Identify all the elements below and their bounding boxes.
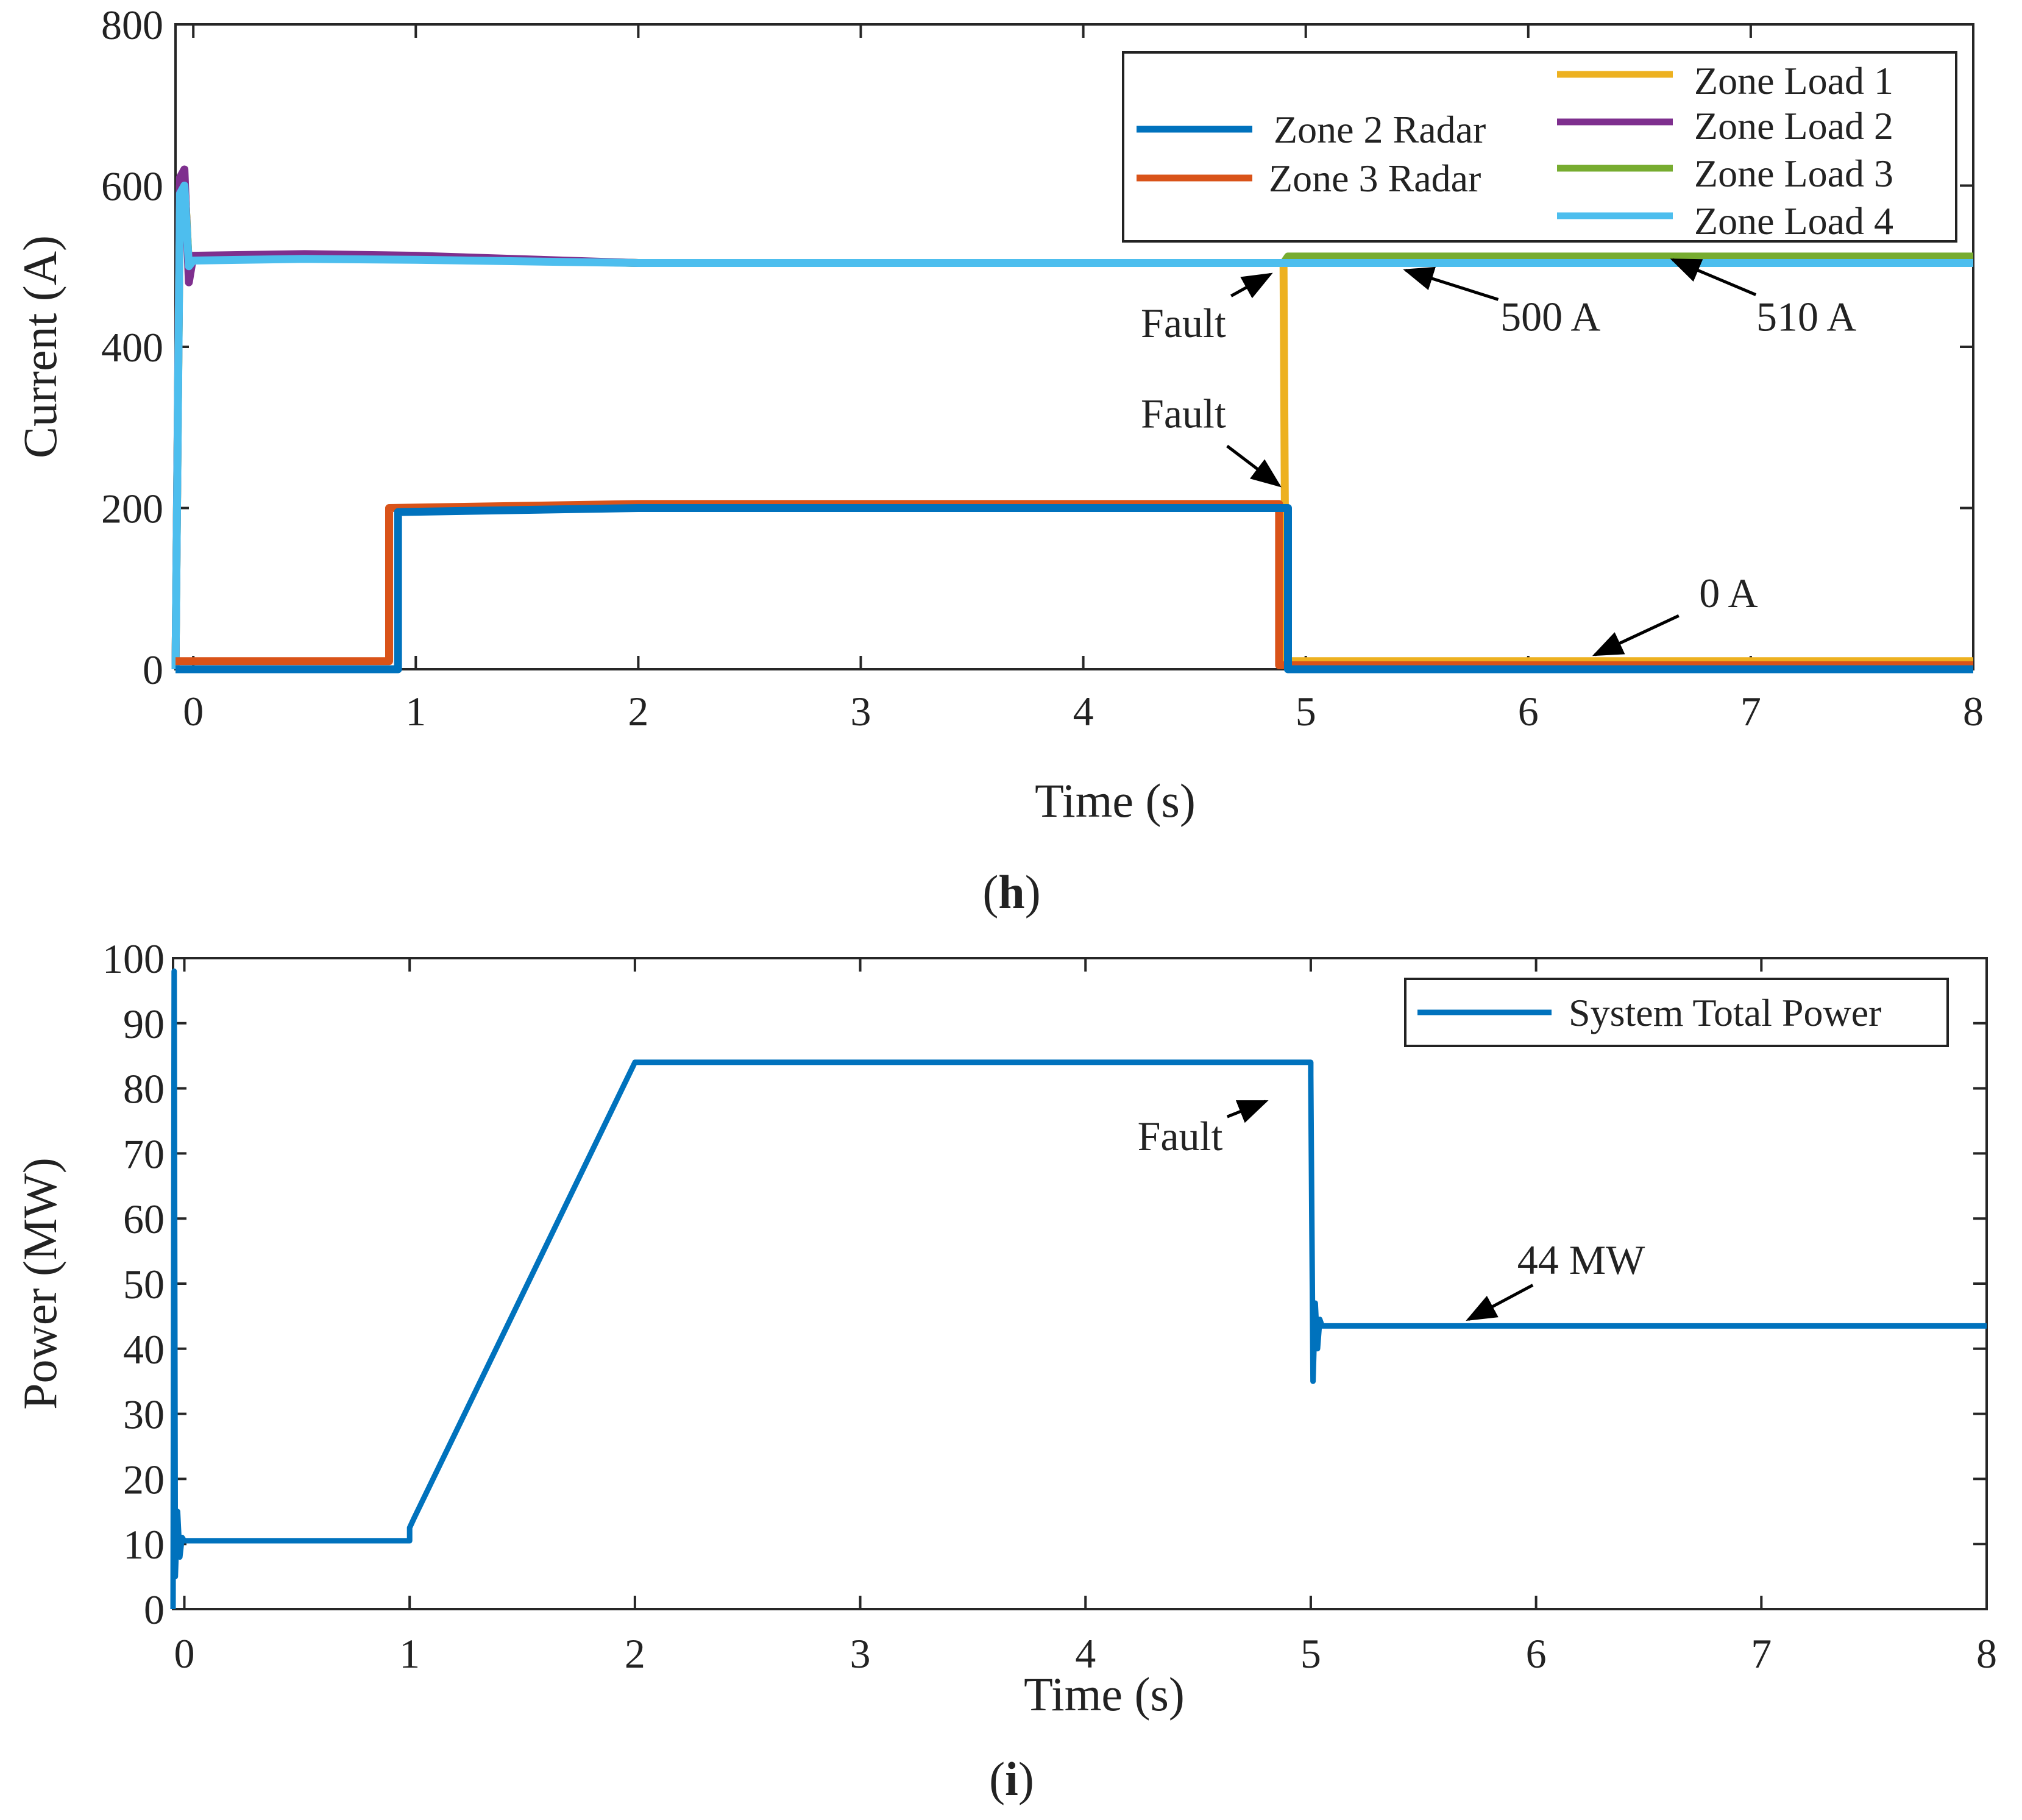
series-line-system-total-power <box>170 968 1987 1610</box>
annotation-arrow-500-a <box>1403 266 1499 301</box>
chart-h-legend: Zone 2 Radar Zone 3 Radar Zone Load 1 Zo… <box>1122 51 1957 243</box>
x-tick-label: 4 <box>1073 688 1094 734</box>
series-line-zone-3-radar <box>176 500 1973 669</box>
series-line-zone-2-radar <box>176 504 1973 674</box>
y-tick-label: 50 <box>123 1261 165 1307</box>
y-tick-label: 100 <box>102 936 165 982</box>
annotation-label-fault: Fault <box>1138 1113 1223 1159</box>
annotation-arrow-fault <box>1226 1100 1269 1123</box>
annotation-arrow-fault <box>1226 444 1282 488</box>
chart-i-legend: System Total Power <box>1404 978 1949 1047</box>
annotation-arrow-510-a <box>1670 258 1757 296</box>
annotation-arrow-0-a <box>1592 614 1680 656</box>
y-tick-label: 800 <box>101 2 163 48</box>
chart-i-xlabel: Time (s) <box>1024 1668 1185 1721</box>
chart-i-caption: (i) <box>989 1752 1034 1805</box>
y-tick-label: 600 <box>101 163 163 210</box>
y-tick-label: 400 <box>101 324 163 371</box>
x-tick-label: 2 <box>628 688 648 734</box>
x-tick-label: 0 <box>183 688 204 734</box>
y-tick-label: 80 <box>123 1066 165 1112</box>
y-tick-label: 40 <box>123 1326 165 1373</box>
x-tick-label: 1 <box>399 1630 420 1677</box>
x-tick-label: 1 <box>405 688 426 734</box>
annotation-label-fault: Fault <box>1141 300 1226 346</box>
annotation-arrow-fault <box>1230 272 1273 299</box>
x-tick-label: 6 <box>1518 688 1539 734</box>
legend-label-system-total-power: System Total Power <box>1569 991 1881 1034</box>
chart-h-ylabel: Current (A) <box>13 235 66 458</box>
legend-label-zone-load-3: Zone Load 3 <box>1694 152 1893 195</box>
x-tick-label: 5 <box>1300 1630 1321 1677</box>
y-tick-label: 200 <box>101 486 163 532</box>
y-tick-label: 30 <box>123 1392 165 1438</box>
chart-i-annotations: Fault 44 MW <box>1138 1100 1645 1321</box>
y-tick-label: 20 <box>123 1456 165 1502</box>
y-tick-label: 70 <box>123 1131 165 1177</box>
x-tick-label: 5 <box>1296 688 1316 734</box>
x-tick-label: 3 <box>850 1630 871 1677</box>
legend-label-zone-load-4: Zone Load 4 <box>1694 199 1893 243</box>
chart-h-xlabel: Time (s) <box>1035 774 1196 827</box>
x-tick-label: 0 <box>174 1630 194 1677</box>
x-tick-label: 7 <box>1751 1630 1772 1677</box>
x-tick-label: 8 <box>1976 1630 1997 1677</box>
annotation-arrow-44-mw <box>1466 1284 1534 1321</box>
chart-h-series <box>171 165 1973 674</box>
legend-label-zone-2-radar: Zone 2 Radar <box>1274 108 1486 151</box>
annotation-label-0-a: 0 A <box>1699 570 1758 616</box>
chart-h-legend-box <box>1122 51 1957 243</box>
series-line-zone-load-4 <box>171 182 1973 670</box>
y-tick-label: 60 <box>123 1196 165 1242</box>
annotation-label-44-mw: 44 MW <box>1517 1237 1645 1283</box>
x-tick-label: 6 <box>1526 1630 1547 1677</box>
legend-label-zone-load-1: Zone Load 1 <box>1694 59 1893 102</box>
annotation-label-fault: Fault <box>1141 390 1226 436</box>
legend-label-zone-3-radar: Zone 3 Radar <box>1269 157 1481 200</box>
chart-h-ticks: 0 1 2 3 4 5 6 7 8 0 200 400 600 800 <box>101 2 1984 734</box>
chart-h-annotations: Fault Fault 500 A 510 A 0 A <box>1141 258 1856 656</box>
y-tick-label: 90 <box>123 1001 165 1047</box>
y-tick-label: 0 <box>143 647 163 693</box>
chart-i-plot-area <box>172 957 1988 1610</box>
x-tick-label: 8 <box>1963 688 1984 734</box>
chart-h: 0 1 2 3 4 5 6 7 8 0 200 400 600 800 Fault Fault 500 A 51… <box>13 2 1984 919</box>
annotation-label-500-a: 500 A <box>1500 294 1600 340</box>
legend-label-zone-load-2: Zone Load 2 <box>1694 104 1893 148</box>
x-tick-label: 3 <box>851 688 871 734</box>
chart-i-ylabel: Power (MW) <box>13 1157 66 1410</box>
chart-h-caption: (h) <box>982 866 1040 919</box>
x-tick-label: 7 <box>1740 688 1761 734</box>
chart-i-series <box>170 968 1987 1610</box>
annotation-label-510-a: 510 A <box>1756 294 1856 340</box>
x-tick-label: 2 <box>625 1630 645 1677</box>
y-tick-label: 10 <box>123 1521 165 1568</box>
x-tick-label: 4 <box>1075 1630 1096 1677</box>
y-tick-label: 0 <box>144 1587 165 1633</box>
